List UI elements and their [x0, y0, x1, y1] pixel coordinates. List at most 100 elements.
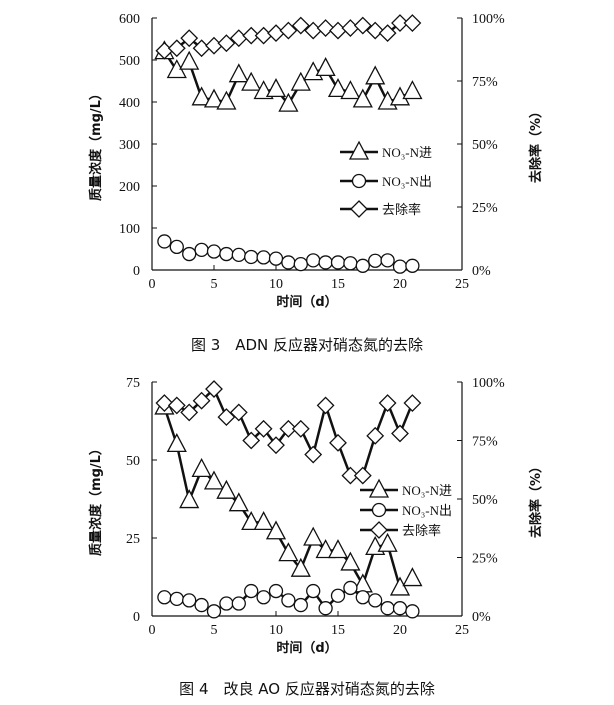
data-point-circle [244, 249, 259, 265]
data-point-circle [256, 250, 271, 265]
y2-tick-label: 75% [472, 75, 498, 90]
y-tick-label: 25 [126, 532, 140, 547]
data-point-triangle [278, 542, 299, 562]
data-point-diamond [403, 14, 422, 32]
data-point-triangle [352, 88, 373, 108]
x-tick-label: 25 [455, 277, 469, 292]
data-point-triangle [340, 551, 361, 571]
data-point-circle [244, 583, 259, 599]
data-point-circle [343, 580, 358, 596]
y-tick-label: 600 [119, 12, 140, 27]
data-point-diamond [279, 21, 298, 40]
data-point-triangle [241, 71, 262, 91]
data-point-diamond [353, 16, 372, 35]
data-point-diamond [391, 14, 409, 32]
legend-label: 去除率 [382, 202, 421, 217]
data-point-circle [355, 590, 370, 605]
legend-label: NO₃-N进 [382, 145, 432, 160]
data-point-diamond [254, 26, 273, 45]
data-point-diamond [167, 396, 186, 415]
data-point-triangle [290, 71, 311, 91]
data-point-diamond [217, 408, 236, 427]
legend-label: 去除率 [402, 523, 441, 538]
data-point-triangle [377, 532, 398, 552]
data-point-triangle [315, 539, 336, 559]
y-tick-label: 0 [133, 610, 140, 625]
data-point-circle [169, 591, 184, 606]
x-tick-label: 0 [149, 277, 156, 292]
data-point-diamond [391, 424, 409, 443]
data-point-circle [219, 596, 234, 611]
data-point-circle [194, 597, 209, 613]
data-point-triangle [203, 88, 225, 108]
x-tick-label: 15 [331, 277, 345, 292]
data-point-triangle [402, 80, 423, 100]
data-point-circle [206, 604, 222, 619]
data-point-diamond [254, 419, 273, 438]
data-point-diamond [291, 16, 310, 35]
data-point-circle [330, 255, 346, 270]
y2-axis-label: 去除率（%） [528, 105, 544, 183]
data-point-triangle [228, 63, 249, 83]
data-point-triangle [340, 80, 361, 100]
y-tick-label: 300 [119, 138, 140, 153]
data-point-triangle [253, 511, 274, 531]
y-tick-label: 100 [119, 222, 140, 237]
data-point-circle [355, 258, 370, 273]
data-point-triangle [179, 50, 200, 70]
data-point-diamond [341, 466, 360, 485]
y2-tick-label: 25% [472, 552, 498, 567]
data-point-circle [231, 596, 246, 611]
data-point-triangle [365, 65, 386, 85]
data-point-diamond [267, 436, 285, 455]
data-point-diamond [378, 394, 397, 412]
data-point-circle [368, 593, 383, 608]
data-point-circle [219, 246, 234, 262]
legend-circle-icon [351, 173, 367, 189]
data-point-circle [268, 251, 284, 266]
chart-2: 0 5 10 15 20 25 0 25 50 75 0% 25% 50% 75% 100% 时间（d） 质量浓… [88, 376, 544, 698]
data-point-triangle [191, 457, 212, 478]
data-point-diamond [366, 21, 385, 40]
data-point-triangle [389, 576, 411, 596]
data-point-diamond [217, 34, 236, 53]
data-point-triangle [402, 567, 423, 587]
y-tick-label: 400 [119, 96, 140, 111]
data-point-circle [157, 590, 172, 605]
legend-triangle-icon [348, 140, 370, 160]
data-point-diamond [316, 19, 335, 37]
data-point-triangle [278, 92, 299, 112]
data-point-circle [206, 244, 222, 259]
data-point-diamond [279, 419, 298, 438]
data-point-diamond [341, 19, 360, 37]
data-point-triangle [166, 433, 187, 453]
x-tick-label: 0 [149, 623, 156, 638]
data-point-diamond [229, 403, 248, 422]
x-tick-label: 20 [393, 277, 407, 292]
data-point-triangle [265, 78, 287, 98]
figure-caption: 图 4 改良 AO 反应器对硝态氮的去除 [179, 680, 435, 698]
data-point-circle [318, 601, 333, 616]
data-point-circle [293, 256, 308, 272]
legend-triangle-icon [368, 478, 390, 498]
data-point-triangle [216, 479, 237, 499]
y-tick-label: 75 [126, 376, 140, 391]
data-point-circle [169, 239, 184, 255]
data-point-circle [318, 255, 333, 270]
data-point-circle [268, 583, 284, 599]
data-point-triangle [191, 86, 212, 106]
data-point-triangle [290, 557, 311, 577]
data-point-circle [380, 601, 395, 616]
x-tick-label: 20 [393, 623, 407, 638]
data-point-triangle [327, 78, 349, 98]
y-axis-label: 质量浓度（mg/L） [88, 87, 104, 201]
data-point-triangle [228, 492, 249, 512]
x-axis-label: 时间（d） [276, 640, 337, 656]
data-point-circle [392, 259, 408, 274]
y-tick-label: 500 [119, 54, 140, 69]
data-point-circle [330, 588, 346, 603]
y2-tick-label: 0% [472, 610, 491, 625]
data-point-diamond [167, 39, 186, 58]
data-point-circle [405, 604, 420, 619]
